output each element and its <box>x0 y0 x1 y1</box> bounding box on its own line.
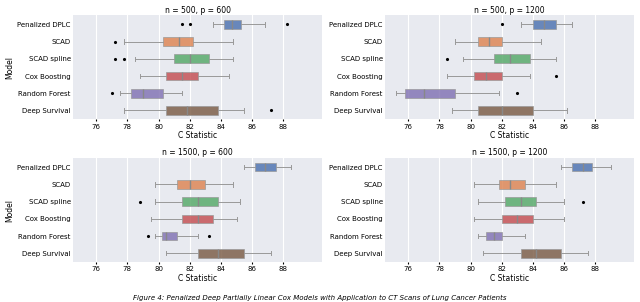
PathPatch shape <box>479 106 533 115</box>
PathPatch shape <box>177 180 205 189</box>
PathPatch shape <box>224 20 241 29</box>
PathPatch shape <box>486 232 502 240</box>
Title: n = 1500, p = 1200: n = 1500, p = 1200 <box>472 148 547 157</box>
PathPatch shape <box>198 249 244 258</box>
PathPatch shape <box>162 232 177 240</box>
Title: n = 500, p = 1200: n = 500, p = 1200 <box>474 5 545 14</box>
PathPatch shape <box>494 54 530 63</box>
PathPatch shape <box>533 20 556 29</box>
PathPatch shape <box>572 163 593 172</box>
PathPatch shape <box>166 106 218 115</box>
PathPatch shape <box>182 197 218 206</box>
Y-axis label: Model: Model <box>6 199 15 222</box>
PathPatch shape <box>163 37 193 46</box>
PathPatch shape <box>474 72 502 80</box>
PathPatch shape <box>255 163 276 172</box>
X-axis label: C Statistic: C Statistic <box>490 131 529 140</box>
Title: n = 1500, p = 600: n = 1500, p = 600 <box>162 148 233 157</box>
Title: n = 500, p = 600: n = 500, p = 600 <box>164 5 230 14</box>
PathPatch shape <box>131 89 163 98</box>
PathPatch shape <box>174 54 209 63</box>
Y-axis label: Model: Model <box>6 56 15 79</box>
PathPatch shape <box>520 249 561 258</box>
PathPatch shape <box>166 72 198 80</box>
PathPatch shape <box>182 214 213 223</box>
X-axis label: C Statistic: C Statistic <box>490 274 529 283</box>
PathPatch shape <box>405 89 455 98</box>
X-axis label: C Statistic: C Statistic <box>178 131 217 140</box>
PathPatch shape <box>479 37 502 46</box>
Text: Figure 4: Penalized Deep Partially Linear Cox Models with Application to CT Scan: Figure 4: Penalized Deep Partially Linea… <box>133 295 507 301</box>
X-axis label: C Statistic: C Statistic <box>178 274 217 283</box>
PathPatch shape <box>499 180 525 189</box>
PathPatch shape <box>502 214 533 223</box>
PathPatch shape <box>505 197 536 206</box>
